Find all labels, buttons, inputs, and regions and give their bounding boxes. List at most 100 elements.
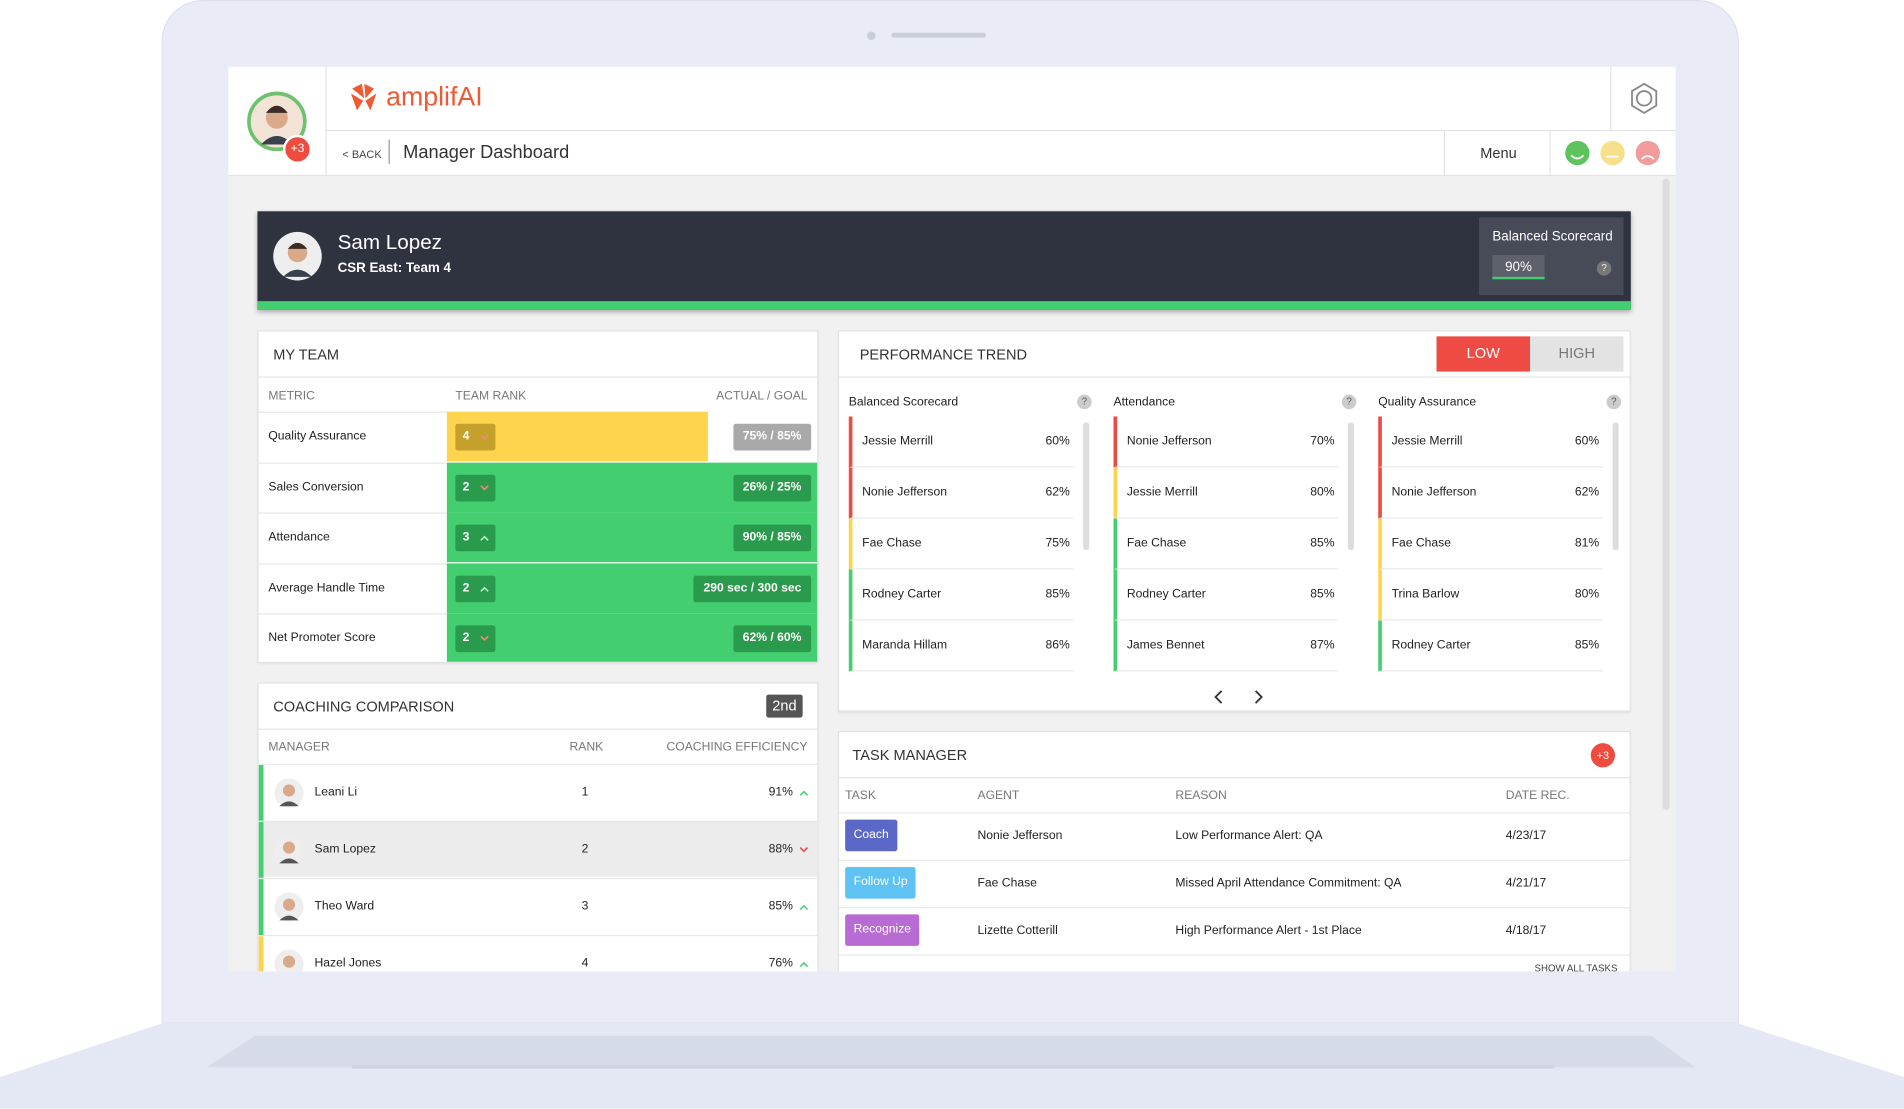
- manager-rank: 3: [581, 899, 589, 914]
- agent-name: Jessie Merrill: [1391, 434, 1463, 449]
- task-button[interactable]: Recognize: [845, 914, 920, 946]
- task-button[interactable]: Coach: [845, 819, 898, 852]
- agent-row: Fae Chase 75%: [848, 518, 1074, 570]
- row-divider: [839, 812, 1630, 814]
- agent-name: Trina Barlow: [1391, 587, 1460, 602]
- agent-row: Rodney Carter 85%: [1378, 620, 1603, 672]
- panel-title: PERFORMANCE TREND: [859, 346, 1028, 364]
- settings-icon[interactable]: [1628, 82, 1660, 115]
- toggle-button[interactable]: HIGH: [1530, 336, 1624, 372]
- rank-badge: 2: [455, 574, 496, 602]
- profile-bar: [257, 301, 1631, 310]
- column-header: MANAGER: [268, 740, 330, 755]
- column-header: ACTUAL / GOAL: [716, 389, 808, 404]
- page-title: Manager Dashboard: [403, 142, 570, 163]
- trend-arrow: [799, 904, 809, 911]
- divider: [388, 139, 390, 164]
- my-team-panel: MY TEAM METRIC TEAM RANK ACTUAL / GOAL Quali…: [257, 330, 819, 664]
- rank-value: 2: [462, 480, 470, 494]
- row-divider: [258, 613, 447, 615]
- column-header: TASK: [845, 789, 876, 803]
- row-divider: [839, 859, 1630, 861]
- screen: +3 amplifAI < BACK Manager Dashboard Men…: [228, 66, 1676, 972]
- manager-row: Sam Lopez 2 88%: [258, 820, 818, 878]
- divider: [258, 728, 818, 730]
- agent-name: James Bennet: [1126, 638, 1205, 653]
- rank-value: 2: [462, 631, 470, 645]
- help-icon[interactable]: ?: [1341, 394, 1357, 410]
- agent-row: Nonie Jefferson 70%: [1113, 416, 1339, 468]
- list-title: Balanced Scorecard: [848, 395, 959, 410]
- trend-arrow: [480, 585, 489, 592]
- agent-row: Rodney Carter 85%: [848, 569, 1074, 621]
- manager-row: Hazel Jones 4 76%: [258, 935, 818, 972]
- help-icon[interactable]: ?: [1606, 394, 1622, 410]
- back-link[interactable]: < BACK: [342, 148, 382, 161]
- task-agent: Lizette Cotterill: [977, 924, 1058, 938]
- agent-value: 86%: [1045, 638, 1070, 653]
- toggle-button[interactable]: LOW: [1436, 336, 1531, 372]
- column-header: COACHING EFFICIENCY: [666, 740, 808, 755]
- status-bar: [258, 879, 264, 936]
- show-all-link[interactable]: SHOW ALL TASKS: [1534, 962, 1618, 972]
- task-button[interactable]: Follow Up: [845, 867, 917, 899]
- manager-rank: 4: [581, 956, 589, 971]
- agent-value: 80%: [1574, 587, 1600, 602]
- help-icon[interactable]: ?: [1077, 394, 1092, 410]
- profile-name: Sam Lopez: [337, 230, 443, 254]
- actual-goal: 75% / 85%: [732, 423, 812, 451]
- task-reason: Missed April Attendance Commitment: QA: [1175, 876, 1402, 891]
- column-header: RANK: [569, 740, 604, 755]
- column-header: TEAM RANK: [455, 389, 527, 404]
- agent-row: Jessie Merrill 60%: [1378, 416, 1603, 468]
- agent-name: Fae Chase: [1126, 536, 1187, 551]
- agent-name: Fae Chase: [862, 536, 922, 551]
- trend-arrow: [480, 484, 489, 490]
- manager-rank: 1: [581, 785, 589, 800]
- column-header: AGENT: [977, 789, 1020, 803]
- rank-badge: 2nd: [766, 694, 803, 718]
- scrollbar[interactable]: [1662, 178, 1670, 810]
- profile-card: [257, 211, 1631, 310]
- agent-row: Nonie Jefferson 62%: [1378, 467, 1603, 519]
- trend-arrow: [799, 961, 809, 968]
- agent-row: James Bennet 87%: [1113, 620, 1339, 672]
- metric-label: Average Handle Time: [268, 581, 385, 595]
- agent-name: Nonie Jefferson: [862, 485, 947, 500]
- pager-arrows[interactable]: [1209, 689, 1270, 706]
- efficiency: 85%: [768, 899, 793, 914]
- agent-value: 60%: [1574, 434, 1600, 449]
- manager-avatar: [274, 949, 304, 972]
- top-bar: [228, 66, 1676, 177]
- divider: [258, 376, 818, 378]
- manager-name: Sam Lopez: [314, 842, 376, 857]
- divider: [839, 777, 1630, 779]
- help-icon[interactable]: ?: [1596, 261, 1612, 276]
- agent-name: Nonie Jefferson: [1391, 485, 1477, 500]
- agent-value: 85%: [1574, 638, 1600, 653]
- row-divider: [258, 411, 447, 413]
- agent-value: 87%: [1310, 638, 1335, 653]
- scorecard-value: 90%: [1492, 255, 1545, 280]
- scrollbar: [1347, 422, 1354, 551]
- agent-value: 62%: [1574, 485, 1600, 500]
- row-divider: [258, 462, 447, 464]
- manager-name: Hazel Jones: [314, 956, 382, 971]
- efficiency: 91%: [768, 785, 793, 800]
- trend-arrow: [480, 535, 489, 541]
- task-date: 4/18/17: [1505, 924, 1547, 938]
- menu-button[interactable]: Menu: [1480, 144, 1517, 162]
- brand-logo: [350, 83, 377, 111]
- agent-value: 85%: [1310, 536, 1335, 551]
- agent-row: Maranda Hillam 86%: [848, 620, 1074, 672]
- column-header: REASON: [1175, 789, 1227, 803]
- divider: [325, 66, 327, 177]
- mood-icons[interactable]: [1564, 140, 1666, 167]
- metric-label: Attendance: [268, 530, 330, 545]
- rank-badge: 3: [455, 524, 496, 552]
- notification-badge[interactable]: +3: [282, 134, 313, 164]
- actual-goal: 62% / 60%: [732, 625, 812, 653]
- agent-name: Rodney Carter: [1126, 587, 1206, 602]
